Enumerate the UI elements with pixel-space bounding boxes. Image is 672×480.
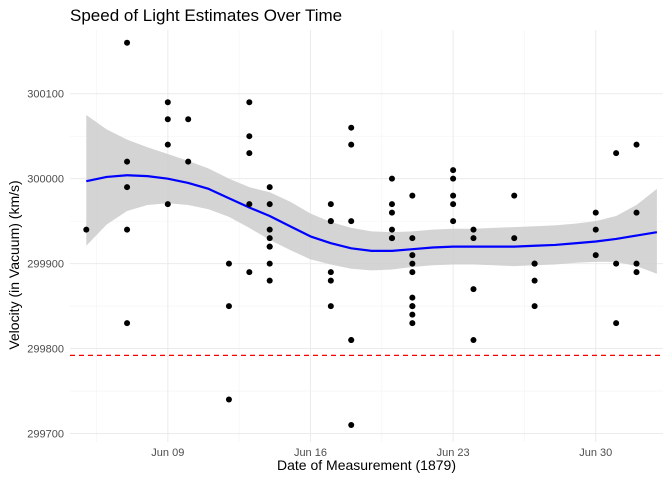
data-point bbox=[185, 158, 192, 165]
x-tick-labels: Jun 09 Jun 16 Jun 23 Jun 30 bbox=[151, 447, 612, 459]
data-point bbox=[470, 226, 477, 233]
data-point bbox=[409, 252, 416, 259]
data-point bbox=[164, 141, 171, 148]
data-points bbox=[83, 39, 640, 429]
data-point bbox=[470, 235, 477, 242]
y-tick-labels: 299700 299800 299900 300000 300100 bbox=[27, 89, 64, 441]
data-point bbox=[225, 303, 232, 310]
data-point bbox=[388, 209, 395, 216]
data-point bbox=[124, 184, 131, 191]
data-point bbox=[511, 192, 518, 199]
data-point bbox=[409, 269, 416, 276]
data-point bbox=[450, 201, 457, 208]
data-point bbox=[592, 252, 599, 259]
x-axis-title: Date of Measurement (1879) bbox=[277, 457, 456, 473]
x-tick-label: Jun 09 bbox=[151, 447, 184, 459]
data-point bbox=[327, 303, 334, 310]
confidence-band bbox=[86, 114, 657, 274]
data-point bbox=[246, 201, 253, 208]
data-point bbox=[470, 286, 477, 293]
data-point bbox=[164, 116, 171, 123]
data-point bbox=[348, 124, 355, 131]
data-point bbox=[266, 260, 273, 267]
data-point bbox=[409, 303, 416, 310]
y-tick-label: 299900 bbox=[27, 259, 64, 271]
data-point bbox=[266, 201, 273, 208]
data-point bbox=[450, 218, 457, 225]
data-point bbox=[348, 141, 355, 148]
data-point bbox=[266, 235, 273, 242]
data-point bbox=[348, 218, 355, 225]
grid-minor-y bbox=[70, 135, 663, 392]
data-point bbox=[164, 201, 171, 208]
data-point bbox=[327, 269, 334, 276]
y-tick-label: 300000 bbox=[27, 174, 64, 186]
y-axis-title: Velocity (in Vacuum) (km/s) bbox=[6, 180, 22, 349]
data-point bbox=[613, 150, 620, 157]
x-tick-label: Jun 30 bbox=[579, 447, 612, 459]
data-point bbox=[388, 175, 395, 182]
data-point bbox=[388, 226, 395, 233]
data-point bbox=[327, 218, 334, 225]
data-point bbox=[633, 209, 640, 216]
data-point bbox=[246, 150, 253, 157]
data-point bbox=[450, 175, 457, 182]
y-tick-label: 299700 bbox=[27, 429, 64, 441]
x-tick-label: Jun 23 bbox=[437, 447, 470, 459]
data-point bbox=[185, 116, 192, 123]
data-point bbox=[124, 226, 131, 233]
data-point bbox=[409, 320, 416, 327]
y-tick-label: 299800 bbox=[27, 344, 64, 356]
data-point bbox=[266, 184, 273, 191]
data-point bbox=[266, 226, 273, 233]
data-point bbox=[83, 226, 90, 233]
data-point bbox=[124, 320, 131, 327]
data-point bbox=[246, 133, 253, 140]
data-point bbox=[633, 141, 640, 148]
data-point bbox=[592, 226, 599, 233]
data-point bbox=[266, 243, 273, 250]
data-point bbox=[450, 192, 457, 199]
data-point bbox=[409, 260, 416, 267]
data-point bbox=[246, 99, 253, 106]
chart-title: Speed of Light Estimates Over Time bbox=[70, 6, 342, 25]
x-tick-label: Jun 16 bbox=[294, 447, 327, 459]
data-point bbox=[327, 201, 334, 208]
data-point bbox=[266, 277, 273, 284]
data-point bbox=[348, 337, 355, 344]
data-point bbox=[409, 235, 416, 242]
data-point bbox=[164, 99, 171, 106]
data-point bbox=[388, 235, 395, 242]
data-point bbox=[388, 201, 395, 208]
y-tick-label: 300100 bbox=[27, 89, 64, 101]
smooth-line bbox=[86, 174, 658, 252]
data-point bbox=[348, 422, 355, 429]
data-point bbox=[450, 167, 457, 174]
data-point bbox=[225, 396, 232, 403]
data-point bbox=[633, 260, 640, 267]
data-point bbox=[470, 337, 477, 344]
data-point bbox=[225, 260, 232, 267]
data-point bbox=[613, 260, 620, 267]
data-point bbox=[511, 235, 518, 242]
data-point bbox=[327, 277, 334, 284]
data-point bbox=[246, 269, 253, 276]
data-point bbox=[124, 158, 131, 165]
data-point bbox=[409, 311, 416, 318]
data-point bbox=[633, 269, 640, 276]
data-point bbox=[531, 277, 538, 284]
data-point bbox=[613, 320, 620, 327]
data-point bbox=[531, 260, 538, 267]
data-point bbox=[409, 192, 416, 199]
data-point bbox=[124, 39, 131, 46]
data-point bbox=[531, 303, 538, 310]
data-point bbox=[409, 294, 416, 301]
data-point bbox=[592, 209, 599, 216]
